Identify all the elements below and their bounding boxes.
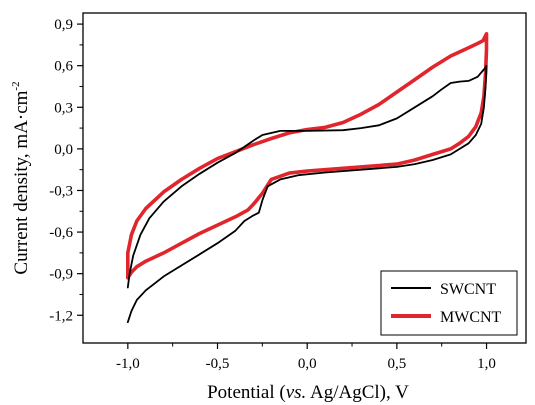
x-axis-title-part2: Ag/AgCl), V <box>306 382 409 403</box>
series-line-swcnt <box>126 64 488 324</box>
legend-label-swcnt: SWCNT <box>440 281 496 298</box>
x-tick-label: -0,5 <box>206 356 230 372</box>
x-tick-label: -1,0 <box>116 356 140 372</box>
y-tick-label: 0,9 <box>54 17 73 33</box>
series-line-mwcnt <box>126 31 489 280</box>
y-tick-label: 0,3 <box>54 100 73 116</box>
x-axis-title-part1: Potential ( <box>207 382 286 403</box>
legend-box <box>380 270 518 336</box>
y-axis-title-main: Current density, mA·cm <box>11 90 32 274</box>
x-tick-label: 0,0 <box>298 356 317 372</box>
plot-frame <box>82 12 527 344</box>
curves-layer <box>126 31 489 324</box>
y-axis-title-sup: -2 <box>10 81 22 90</box>
y-tick-label: -1,2 <box>49 308 73 324</box>
legend: SWCNT MWCNT <box>380 270 518 336</box>
y-tick-label: -0,9 <box>49 267 73 283</box>
x-tick-label: 1,0 <box>477 356 496 372</box>
y-tick-label: -0,3 <box>49 183 73 199</box>
legend-label-mwcnt: MWCNT <box>440 309 502 326</box>
x-axis-title: Potential (vs. Ag/AgCl), V <box>207 382 409 403</box>
y-axis-title: Current density, mA·cm-2 <box>10 81 32 274</box>
y-tick-label: -0,6 <box>49 225 73 241</box>
y-tick-label: 0,6 <box>54 59 73 75</box>
x-tick-label: 0,5 <box>387 356 406 372</box>
y-tick-label: 0,0 <box>54 142 73 158</box>
ticks-layer: -1,0 -0,5 0,0 0,5 1,0 -1,2 -0,9 -0,6 -0,3 0,0 0,3 0… <box>49 17 496 372</box>
x-axis-title-italic: vs. <box>286 382 307 403</box>
